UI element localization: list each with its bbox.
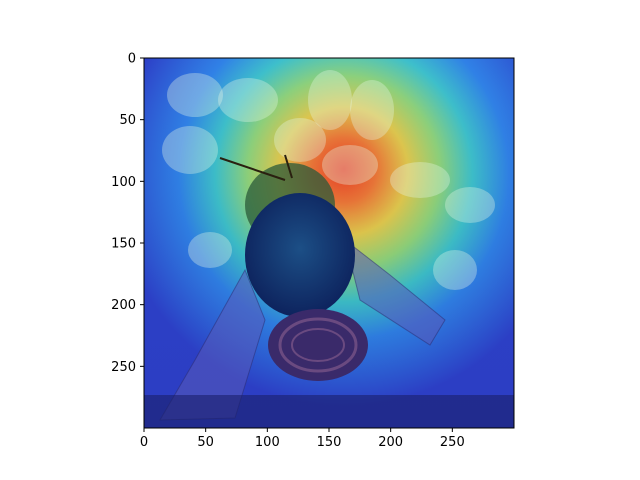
x-tick-label: 200 bbox=[378, 435, 403, 450]
x-axis: 0 50 100 150 200 250 bbox=[140, 428, 465, 450]
y-tick-label: 250 bbox=[111, 360, 136, 375]
y-tick-label: 50 bbox=[119, 113, 136, 128]
y-axis: 0 50 100 150 200 250 bbox=[111, 52, 144, 375]
y-tick-label: 150 bbox=[111, 237, 136, 252]
x-tick-label: 100 bbox=[255, 435, 280, 450]
x-tick-label: 50 bbox=[197, 435, 214, 450]
x-tick-label: 250 bbox=[440, 435, 465, 450]
y-tick-label: 100 bbox=[111, 175, 136, 190]
x-tick-label: 0 bbox=[140, 435, 148, 450]
y-tick-label: 200 bbox=[111, 298, 136, 313]
flower-petals bbox=[162, 70, 495, 290]
x-tick-label: 150 bbox=[317, 435, 342, 450]
image-bottom-shade bbox=[144, 395, 514, 428]
heatmap-image bbox=[144, 58, 514, 428]
y-tick-label: 0 bbox=[128, 52, 136, 67]
bee bbox=[219, 154, 368, 381]
